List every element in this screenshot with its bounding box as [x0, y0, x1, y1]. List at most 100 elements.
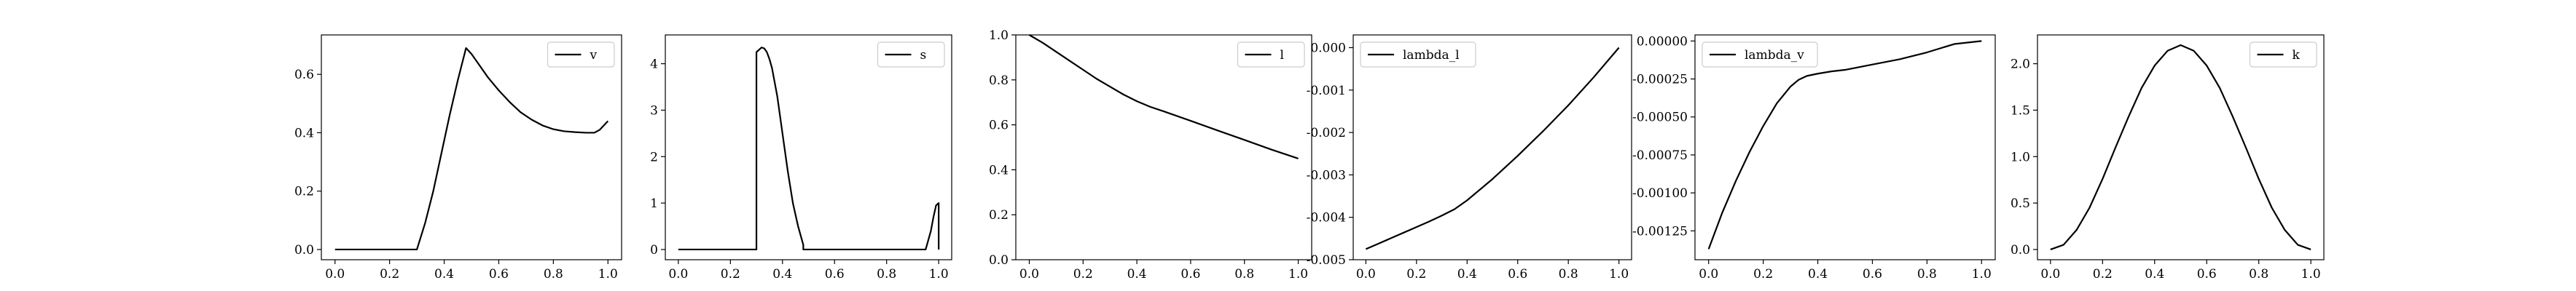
y-tick-label: -0.00025 [1632, 73, 1688, 87]
y-tick-label: -0.00050 [1632, 111, 1688, 125]
x-tick-label: 0.0 [325, 267, 345, 282]
x-tick-label: 0.4 [434, 267, 454, 282]
x-tick-label: 1.0 [1288, 267, 1308, 282]
series-line-s [678, 47, 940, 251]
y-tick-label: -0.001 [1307, 84, 1346, 98]
y-tick-label: 0.00000 [1637, 34, 1688, 49]
y-tick-label: 0.6 [989, 119, 1009, 133]
y-tick-label: -0.003 [1307, 168, 1346, 183]
y-tick-label: 0 [650, 243, 658, 258]
x-tick-label: 0.2 [1753, 267, 1773, 282]
y-tick-label: 0.6 [294, 68, 314, 82]
y-tick-label: -0.004 [1307, 211, 1346, 226]
chart-panel-2: 0.0 0.2 0.4 0.6 0.8 1.0 0 1 2 3 4 s [650, 34, 952, 282]
y-tick-label: 0.0 [2011, 243, 2030, 258]
x-tick-label: 0.8 [2249, 267, 2268, 282]
x-tick-label: 0.4 [1808, 267, 1828, 282]
x-tick-label: 0.0 [668, 267, 688, 282]
legend: s [877, 41, 945, 68]
y-tick-label: 0.000 [1310, 41, 1346, 55]
x-tick-label: 1.0 [1609, 267, 1629, 282]
x-tick-label: 1.0 [2301, 267, 2321, 282]
legend: k [2249, 41, 2317, 68]
legend-box [1360, 41, 1476, 68]
legend: l [1237, 41, 1305, 68]
x-tick-label: 0.6 [2197, 267, 2217, 282]
x-tick-label: 1.0 [1972, 267, 1992, 282]
axes-frame [321, 34, 622, 260]
x-tick-label: 0.0 [1019, 267, 1039, 282]
x-tick-label: 0.6 [1863, 267, 1882, 282]
x-tick-label: 1.0 [598, 267, 618, 282]
y-tick-label: 1.5 [2011, 103, 2030, 118]
axes-frame [665, 34, 952, 260]
x-tick-label: 0.8 [877, 267, 896, 282]
legend: lambda_v [1702, 41, 1818, 68]
x-tick-label: 1.0 [929, 267, 949, 282]
chart-panel-5: 0.0 0.2 0.4 0.6 0.8 1.0 0.00000 -0.00025 -0.0005… [1632, 34, 1996, 282]
x-tick-label: 0.8 [1559, 267, 1578, 282]
y-tick-label: 1.0 [2011, 150, 2030, 164]
y-tick-label: 1 [650, 196, 658, 211]
y-tick-label: -0.00100 [1632, 186, 1688, 201]
x-tick-label: 0.6 [1181, 267, 1200, 282]
series-line-lambda_v [1707, 40, 1982, 250]
legend-label: s [920, 48, 927, 63]
x-tick-label: 0.0 [1699, 267, 1718, 282]
x-tick-label: 0.2 [1073, 267, 1093, 282]
y-tick-label: -0.002 [1307, 126, 1346, 140]
chart-panel-4: 0.0 0.2 0.4 0.6 0.8 1.0 0.000 -0.001 -0.002 -0.00… [1307, 34, 1632, 282]
y-tick-label: 0.2 [989, 208, 1009, 223]
x-tick-label: 0.8 [1234, 267, 1254, 282]
y-tick-label: 0.0 [989, 253, 1009, 268]
x-tick-label: 0.4 [1457, 267, 1477, 282]
x-tick-label: 0.6 [825, 267, 845, 282]
y-tick-label: 0.0 [294, 243, 314, 258]
x-tick-label: 0.2 [2093, 267, 2113, 282]
chart-panel-1: 0.0 0.2 0.4 0.6 0.8 1.0 0.0 0.2 0.4 0.6 v [294, 34, 622, 282]
y-tick-label: 2 [650, 150, 658, 164]
x-tick-label: 0.6 [1508, 267, 1527, 282]
series-line-v [334, 47, 609, 251]
series-line-l [1028, 34, 1299, 159]
series-line-lambda_l [1365, 47, 1620, 250]
y-tick-label: 0.4 [294, 126, 314, 140]
legend-label: k [2293, 48, 2301, 63]
axes-frame [2037, 34, 2325, 260]
legend-label: lambda_v [1745, 48, 1804, 63]
y-tick-label: 0.8 [989, 73, 1009, 88]
x-tick-label: 0.4 [2145, 267, 2164, 282]
legend: lambda_l [1360, 41, 1476, 68]
y-tick-label: -0.00125 [1632, 224, 1688, 239]
y-tick-label: 0.4 [989, 163, 1009, 178]
y-tick-label: 4 [650, 57, 658, 72]
legend-box [1702, 41, 1818, 68]
y-tick-label: 0.2 [294, 185, 314, 199]
legend-label: l [1280, 48, 1284, 63]
axes-frame [1015, 34, 1312, 260]
chart-panel-3: 0.0 0.2 0.4 0.6 0.8 1.0 0.0 0.2 0.4 0.6 0.8 1.0 l [989, 28, 1312, 282]
y-tick-label: 3 [650, 103, 658, 118]
legend: v [547, 41, 615, 68]
x-tick-label: 0.0 [2040, 267, 2060, 282]
legend-label: lambda_l [1403, 48, 1460, 63]
axes-frame [1694, 34, 1996, 260]
y-tick-label: 0.5 [2011, 196, 2030, 211]
legend-label: v [590, 48, 598, 63]
y-tick-label: -0.00075 [1632, 148, 1688, 163]
y-tick-label: -0.005 [1307, 253, 1346, 268]
x-tick-label: 0.2 [380, 267, 399, 282]
x-tick-label: 0.8 [1917, 267, 1937, 282]
chart-panel-6: 0.0 0.2 0.4 0.6 0.8 1.0 0.0 0.5 1.0 1.5 2.0 k [2011, 34, 2325, 282]
x-tick-label: 0.4 [772, 267, 792, 282]
axes-frame [1352, 34, 1632, 260]
x-tick-label: 0.4 [1127, 267, 1147, 282]
y-tick-label: 1.0 [989, 28, 1009, 43]
x-tick-label: 0.0 [1356, 267, 1376, 282]
x-tick-label: 0.2 [721, 267, 740, 282]
series-line-k [2050, 44, 2311, 250]
x-tick-label: 0.6 [489, 267, 509, 282]
x-tick-label: 0.8 [544, 267, 563, 282]
x-tick-label: 0.2 [1406, 267, 1426, 282]
